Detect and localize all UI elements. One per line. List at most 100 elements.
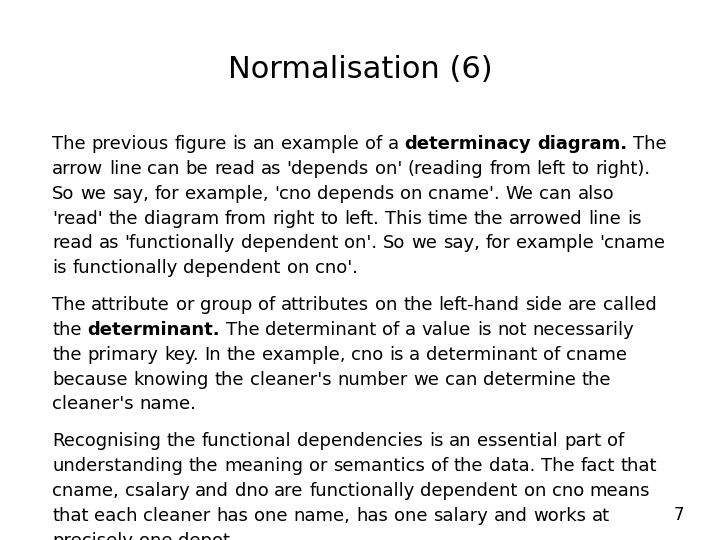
Text: of: of [607,432,624,450]
Text: dependent: dependent [420,482,518,500]
Text: 'depends: 'depends [287,160,369,178]
Text: primary: primary [87,346,158,364]
Text: dependencies: dependencies [297,432,423,450]
Text: of: of [544,346,560,364]
Text: determinant: determinant [426,346,538,364]
Text: 'cno: 'cno [274,185,311,202]
Text: knowing: knowing [133,370,209,389]
Text: on: on [400,185,423,202]
Text: of: of [382,321,400,339]
Text: or: or [176,296,194,314]
Text: also: also [577,185,614,202]
Text: arrowed: arrowed [509,210,583,227]
Text: for: for [154,185,179,202]
Text: 'functionally: 'functionally [125,234,235,252]
Text: cleaner: cleaner [143,507,211,525]
Text: on: on [287,259,309,277]
Text: attributes: attributes [282,296,369,314]
Text: we: we [80,185,106,202]
Text: because: because [52,370,127,389]
Text: an: an [449,432,472,450]
Text: The: The [634,135,667,153]
Text: means: means [590,482,650,500]
Text: attribute: attribute [91,296,170,314]
Text: each: each [94,507,138,525]
Text: understanding: understanding [52,457,183,475]
Text: group: group [200,296,253,314]
Text: 'cname: 'cname [599,234,665,252]
Text: cno'.: cno'. [315,259,358,277]
Text: line: line [109,160,142,178]
Text: be: be [186,160,208,178]
Text: In: In [204,346,221,364]
Text: as: as [261,160,281,178]
Text: csalary: csalary [125,482,189,500]
Text: at: at [592,507,610,525]
Text: the: the [189,457,218,475]
Text: name.: name. [140,395,197,414]
Text: works: works [533,507,586,525]
Text: on': on' [374,160,402,178]
Text: 7: 7 [673,506,684,524]
Text: time: time [428,210,468,227]
Text: from: from [225,210,266,227]
Text: are: are [274,482,304,500]
Text: one: one [139,531,172,540]
Text: determinant.: determinant. [87,321,220,339]
Text: cname,: cname, [52,482,119,500]
Text: We: We [505,185,534,202]
Text: a: a [405,321,416,339]
Text: the: the [403,296,433,314]
Text: to: to [572,160,590,178]
Text: Normalisation (6): Normalisation (6) [228,55,492,84]
Text: one: one [394,507,427,525]
Text: the: the [109,210,138,227]
Text: cleaner's: cleaner's [52,395,134,414]
Text: dependent: dependent [241,234,338,252]
Text: determinacy: determinacy [405,135,531,153]
Text: cno: cno [351,346,383,364]
Text: cname'.: cname'. [428,185,500,202]
Text: example,: example, [185,185,269,202]
Text: and: and [493,507,527,525]
Text: side: side [525,296,562,314]
Text: functional: functional [202,432,292,450]
Text: arrow: arrow [52,160,103,178]
Text: The: The [225,321,259,339]
Text: to: to [320,210,338,227]
Text: that: that [620,457,657,475]
Text: dno: dno [235,482,269,500]
Text: is: is [389,346,404,364]
Text: salary: salary [433,507,487,525]
Text: the: the [227,346,256,364]
Text: right).: right). [595,160,650,178]
Text: depends: depends [317,185,395,202]
Text: Recognising: Recognising [52,432,161,450]
Text: of: of [431,457,448,475]
Text: (reading: (reading [408,160,483,178]
Text: for: for [485,234,510,252]
Text: line: line [589,210,621,227]
Text: functionally: functionally [310,482,415,500]
Text: on: on [523,482,546,500]
Text: we: we [413,370,439,389]
Text: the: the [166,432,196,450]
Text: figure: figure [174,135,227,153]
Text: fact: fact [580,457,614,475]
Text: previous: previous [91,135,168,153]
Text: dependent: dependent [184,259,281,277]
Text: that: that [52,507,89,525]
Text: So: So [383,234,405,252]
Text: can: can [148,160,180,178]
Text: say,: say, [443,234,480,252]
Text: called: called [603,296,657,314]
Text: as: as [99,234,119,252]
Text: the: the [454,457,483,475]
Text: the: the [52,321,81,339]
Text: of: of [364,135,382,153]
Text: the: the [215,370,244,389]
Text: read: read [52,234,93,252]
Text: diagram.: diagram. [537,135,628,153]
Text: we: we [411,234,437,252]
Text: The: The [52,296,86,314]
